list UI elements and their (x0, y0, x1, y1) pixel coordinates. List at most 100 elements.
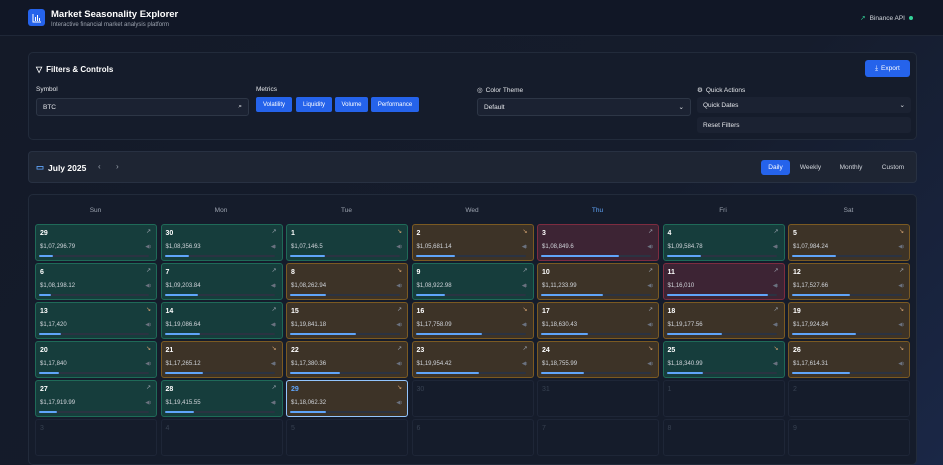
day-cell[interactable]: 6 ↗ $1,08,198.12 ◀ı (35, 263, 157, 300)
trending-down-icon: ↘ (898, 307, 904, 313)
day-cell[interactable]: 25 ↘ $1,18,340.99 ◀ı (662, 341, 785, 378)
day-cell[interactable]: 7 ↗ $1,09,203.84 ◀ı (160, 263, 283, 300)
day-cell[interactable]: 3 ↗ $1,08,849.6 ◀ı (537, 224, 659, 261)
trending-down-icon: ↘ (396, 229, 402, 235)
volatility-bar (415, 294, 526, 296)
volume-icon: ◀ı (270, 244, 277, 250)
day-cell[interactable]: 4 (160, 419, 283, 456)
day-cell[interactable]: 20 ↘ $1,17,840 ◀ı (35, 341, 157, 378)
day-cell[interactable]: 30 (411, 380, 534, 417)
day-price: $1,18,755.99 (542, 361, 578, 367)
volume-icon: ◀ı (145, 322, 151, 328)
volatility-bar-fill (666, 372, 703, 374)
view-daily[interactable]: Daily (761, 160, 790, 175)
day-number: 10 (542, 269, 550, 276)
weekday-tue: Tue (341, 207, 352, 214)
next-month-button[interactable]: › (116, 162, 119, 171)
day-price: $1,17,758.09 (416, 322, 452, 328)
day-cell[interactable]: 1 ↘ $1,07,146.5 ◀ı (286, 224, 408, 261)
volatility-bar (415, 372, 526, 374)
day-price: $1,17,919.99 (40, 400, 76, 406)
day-cell[interactable]: 31 (537, 380, 659, 417)
day-price: $1,18,062.32 (291, 400, 327, 406)
app-title: Market Seasonality Explorer (51, 9, 179, 20)
day-cell[interactable]: 21 ↘ $1,17,265.12 ◀ı (160, 341, 283, 378)
export-button[interactable]: ⤓ Export (865, 60, 910, 77)
trending-up-icon: ↗ (522, 346, 528, 352)
day-cell[interactable]: 23 ↗ $1,19,954.42 ◀ı (411, 341, 534, 378)
symbol-input[interactable]: BTC ⌕ (36, 98, 249, 116)
day-cell[interactable]: 5 ↘ $1,07,984.24 ◀ı (788, 224, 910, 261)
day-cell[interactable]: 2 (788, 380, 910, 417)
day-cell[interactable]: 6 (411, 419, 534, 456)
day-price: $1,17,614.31 (793, 361, 829, 367)
day-cell[interactable]: 12 ↗ $1,17,527.66 ◀ı (788, 263, 910, 300)
day-cell[interactable]: 30 ↗ $1,08,356.93 ◀ı (160, 224, 283, 261)
volatility-bar-fill (39, 372, 59, 374)
day-number: 6 (416, 425, 421, 432)
day-cell[interactable]: 1 (662, 380, 785, 417)
day-cell[interactable]: 11 ↗ $1,16,010 ◀ı (662, 263, 785, 300)
day-price: $1,17,265.12 (165, 361, 201, 367)
volume-icon: ◀ı (145, 244, 151, 250)
day-number: 4 (667, 230, 672, 237)
day-cell[interactable]: 14 ↗ $1,19,086.64 ◀ı (160, 302, 283, 339)
day-cell[interactable]: 9 (788, 419, 910, 456)
day-cell[interactable]: 3 (35, 419, 157, 456)
trending-down-icon: ↘ (145, 346, 151, 352)
volatility-bar-fill (792, 372, 851, 374)
day-cell[interactable]: 17 ↗ $1,18,630.43 ◀ı (537, 302, 659, 339)
day-number: 3 (40, 425, 44, 432)
day-price: $1,17,380.36 (291, 361, 327, 367)
day-cell[interactable]: 28 ↗ $1,19,415.55 ◀ı (160, 380, 283, 417)
color-theme-select[interactable]: Default ⌄ (477, 98, 691, 116)
metric-liquidity[interactable]: Liquidity (296, 97, 332, 112)
day-cell[interactable]: 16 ↘ $1,17,758.09 ◀ı (411, 302, 534, 339)
reset-filters-label: Reset Filters (703, 121, 740, 129)
day-cell[interactable]: 4 ↗ $1,09,584.78 ◀ı (662, 224, 785, 261)
day-cell[interactable]: 18 ↗ $1,19,177.56 ◀ı (662, 302, 785, 339)
day-cell[interactable]: 15 ↗ $1,19,841.18 ◀ı (286, 302, 408, 339)
day-cell[interactable]: 13 ↘ $1,17,420 ◀ı (35, 302, 157, 339)
day-number: 26 (793, 347, 801, 354)
day-cell[interactable]: 29 ↗ $1,07,296.79 ◀ı (35, 224, 157, 261)
volatility-bar (164, 411, 275, 413)
prev-month-button[interactable]: ‹ (98, 162, 101, 171)
day-cell[interactable]: 22 ↗ $1,17,380.36 ◀ı (286, 341, 408, 378)
metric-volume[interactable]: Volume (335, 97, 368, 112)
day-cell[interactable]: 7 (537, 419, 659, 456)
volatility-bar (164, 333, 275, 335)
volatility-bar (792, 372, 902, 374)
day-number: 16 (416, 308, 425, 315)
volume-icon: ◀ı (270, 361, 277, 367)
trending-up-icon: ↗ (860, 15, 866, 22)
view-custom[interactable]: Custom (881, 164, 905, 171)
volatility-bar (415, 255, 526, 257)
weekday-sat: Sat (843, 207, 854, 214)
view-weekly[interactable]: Weekly (799, 164, 822, 171)
day-cell[interactable]: 26 ↘ $1,17,614.31 ◀ı (788, 341, 910, 378)
day-price: $1,08,198.12 (40, 283, 76, 289)
trending-up-icon: ↗ (145, 268, 151, 274)
day-cell[interactable]: 27 ↗ $1,17,919.99 ◀ı (35, 380, 157, 417)
trending-up-icon: ↗ (522, 268, 528, 274)
day-cell[interactable]: 29 ↘ $1,18,062.32 ◀ı (286, 380, 408, 417)
day-cell[interactable]: 8 ↘ $1,08,262.94 ◀ı (286, 263, 408, 300)
day-cell[interactable]: 24 ↘ $1,18,755.99 ◀ı (537, 341, 659, 378)
export-label: Export (881, 65, 900, 72)
metric-volatility[interactable]: Volatility (256, 97, 292, 112)
day-cell[interactable]: 19 ↘ $1,17,924.84 ◀ı (788, 302, 910, 339)
volatility-bar-fill (39, 333, 61, 335)
day-cell[interactable]: 2 ↘ $1,05,681.14 ◀ı (411, 224, 534, 261)
reset-filters-button[interactable]: Reset Filters (697, 117, 911, 133)
day-cell[interactable]: 5 (286, 419, 408, 456)
volume-icon: ◀ı (772, 322, 779, 328)
quick-dates-select[interactable]: Quick Dates ⌄ (697, 97, 911, 113)
day-cell[interactable]: 8 (662, 419, 785, 456)
day-cell[interactable]: 10 ↗ $1,11,233.99 ◀ı (537, 263, 659, 300)
day-cell[interactable]: 9 ↗ $1,08,922.98 ◀ı (411, 263, 534, 300)
metric-performance[interactable]: Performance (371, 97, 419, 112)
volume-icon: ◀ı (898, 283, 904, 289)
volatility-bar-fill (39, 255, 54, 257)
view-monthly[interactable]: Monthly (839, 164, 863, 171)
